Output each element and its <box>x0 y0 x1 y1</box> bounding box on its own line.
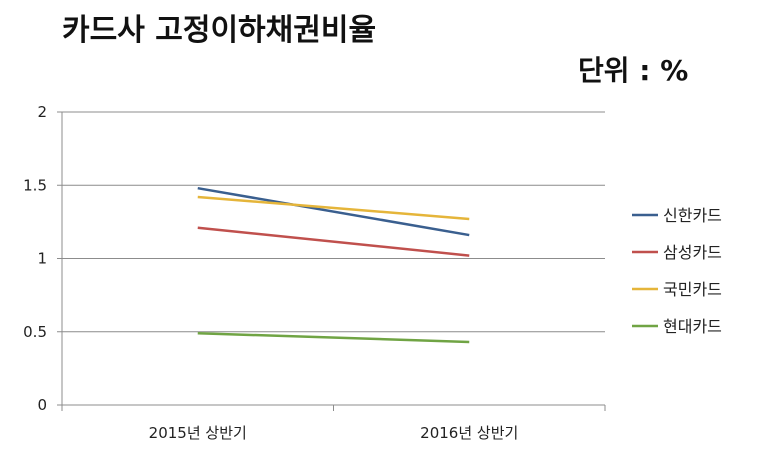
y-tick-label: 0 <box>37 396 47 414</box>
series-lines <box>197 186 470 344</box>
y-tick-label: 0.5 <box>23 323 47 341</box>
x-axis-ticks: 2015년 상반기 2016년 상반기 <box>61 405 606 442</box>
x-tick-label: 2015년 상반기 <box>149 424 247 442</box>
y-tick-label: 2 <box>37 103 47 121</box>
legend-label: 국민카드 <box>663 280 722 299</box>
y-tick-label: 1.5 <box>23 176 47 194</box>
legend-label: 삼성카드 <box>663 243 722 262</box>
series-line-국민카드 <box>197 195 470 221</box>
gridlines <box>62 111 605 333</box>
legend-label: 현대카드 <box>663 317 722 336</box>
y-axis-ticks: 0 0.5 1 1.5 2 <box>23 103 62 414</box>
y-tick-label: 1 <box>37 250 47 268</box>
legend-label: 신한카드 <box>663 206 722 225</box>
series-line-현대카드 <box>197 331 470 344</box>
series-line-삼성카드 <box>197 226 470 257</box>
x-tick-label: 2016년 상반기 <box>420 424 518 442</box>
chart-title: 카드사 고정이하채권비율 <box>62 13 376 48</box>
unit-label: 단위 : % <box>578 54 688 87</box>
series-line-신한카드 <box>197 186 470 237</box>
